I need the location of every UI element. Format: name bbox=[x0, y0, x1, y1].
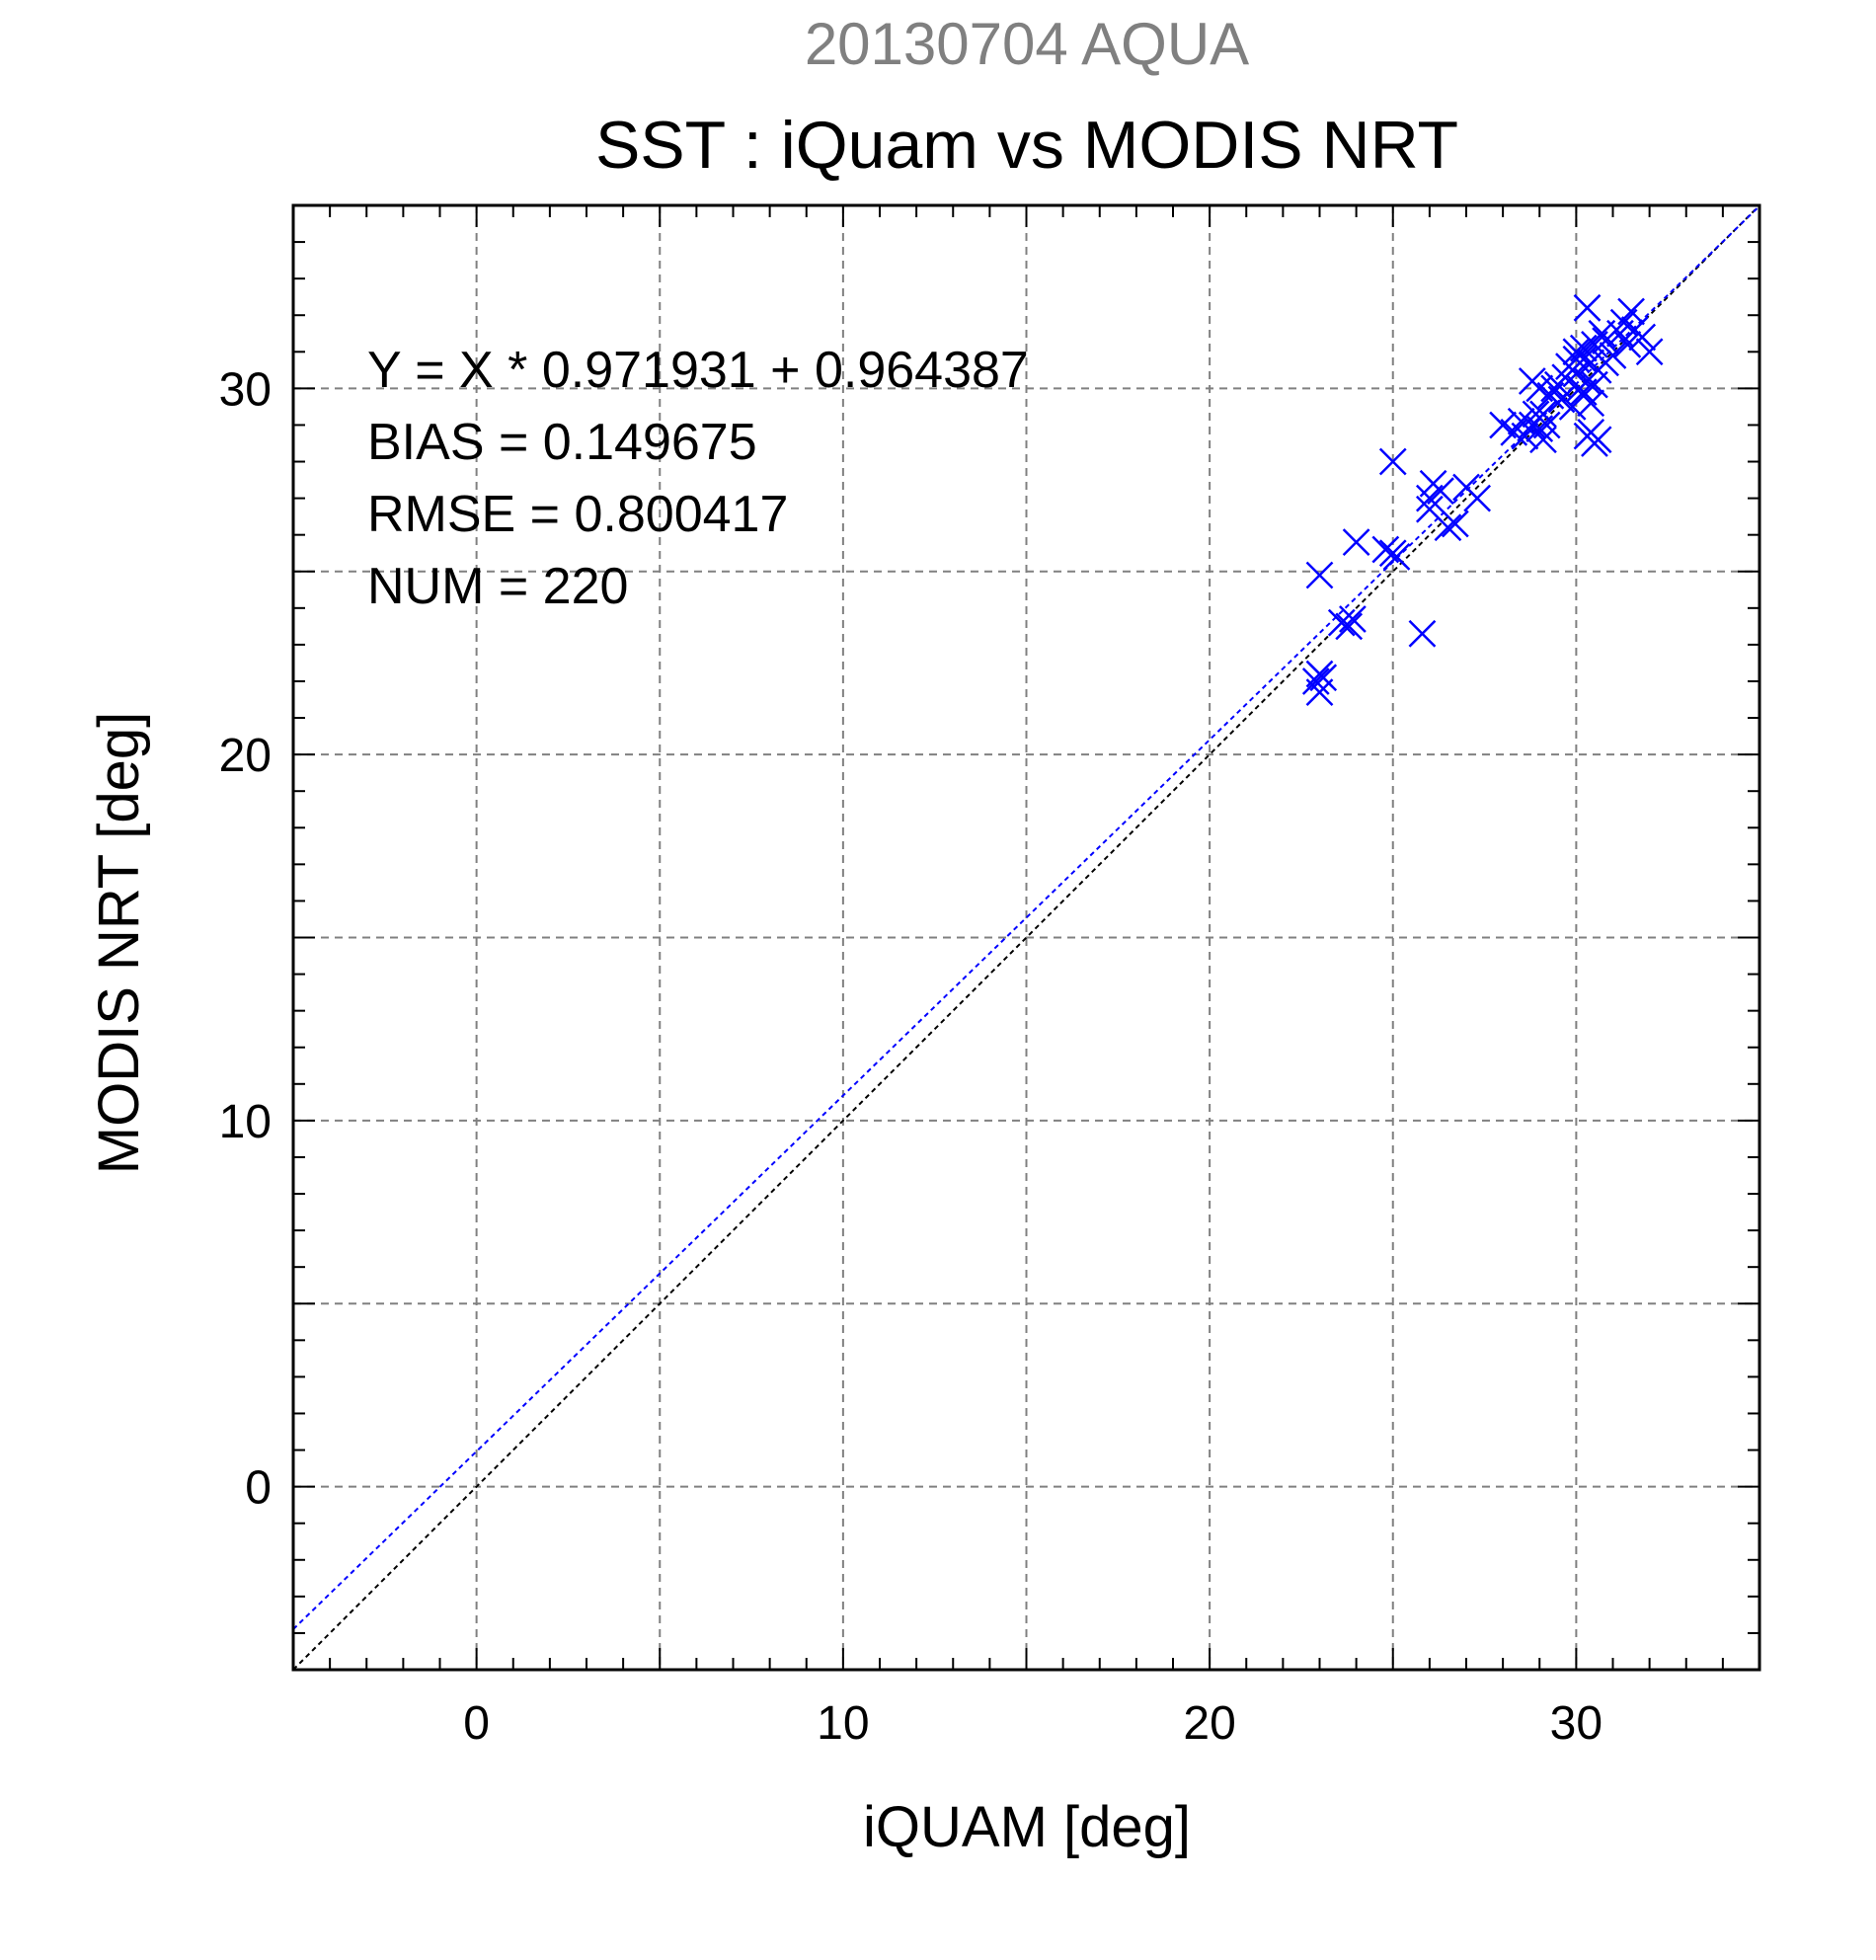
data-point-stroke bbox=[1378, 447, 1407, 476]
data-point-stroke bbox=[1532, 411, 1561, 439]
x-axis-label: iQUAM [deg] bbox=[863, 1795, 1191, 1859]
stat-count: NUM = 220 bbox=[367, 558, 628, 615]
data-point-stroke bbox=[1434, 513, 1462, 542]
data-point-stroke bbox=[1609, 308, 1638, 337]
data-point-stroke bbox=[1525, 374, 1554, 403]
data-point bbox=[1573, 293, 1602, 322]
data-point-stroke bbox=[1489, 411, 1518, 439]
data-point-stroke bbox=[1558, 393, 1587, 421]
data-point bbox=[1434, 513, 1462, 542]
x-tick-label: 30 bbox=[1550, 1697, 1602, 1750]
data-point-stroke bbox=[1573, 293, 1602, 322]
data-point bbox=[1609, 308, 1638, 337]
data-point-stroke bbox=[1577, 389, 1605, 418]
y-tick-label: 10 bbox=[219, 1096, 272, 1148]
data-point bbox=[1335, 612, 1364, 641]
data-point-stroke bbox=[1382, 543, 1411, 571]
chart-suptitle: 20130704 AQUA bbox=[805, 11, 1249, 77]
data-point-stroke bbox=[1529, 400, 1557, 429]
data-point-stroke bbox=[1569, 378, 1598, 406]
data-point-stroke bbox=[1547, 385, 1576, 414]
data-point-stroke bbox=[1584, 426, 1612, 454]
data-point-stroke bbox=[1427, 477, 1454, 506]
data-point-stroke bbox=[1599, 342, 1627, 369]
data-point bbox=[1441, 510, 1469, 538]
data-point-stroke bbox=[1569, 334, 1598, 362]
chart-title: SST : iQuam vs MODIS NRT bbox=[595, 108, 1458, 183]
data-point bbox=[1540, 374, 1568, 403]
data-point bbox=[1339, 605, 1367, 633]
plot-frame bbox=[291, 203, 1761, 1672]
data-point-stroke bbox=[1327, 608, 1356, 637]
data-point-stroke bbox=[1305, 678, 1334, 706]
data-point bbox=[1577, 389, 1605, 418]
data-point-stroke bbox=[1301, 667, 1330, 695]
y-tick-label: 20 bbox=[219, 730, 272, 782]
data-point bbox=[1408, 619, 1437, 648]
data-point-stroke bbox=[1371, 535, 1400, 564]
data-point-stroke bbox=[1415, 495, 1444, 523]
x-tick-label: 20 bbox=[1183, 1697, 1235, 1750]
data-point bbox=[1463, 484, 1492, 512]
data-point-stroke bbox=[1441, 510, 1469, 538]
data-point bbox=[1599, 342, 1627, 369]
data-point bbox=[1305, 678, 1334, 706]
data-point bbox=[1342, 528, 1370, 556]
data-point-stroke bbox=[1628, 323, 1657, 352]
data-point bbox=[1532, 411, 1561, 439]
stat-rmse: RMSE = 0.800417 bbox=[367, 486, 788, 543]
data-point bbox=[1327, 608, 1356, 637]
data-point-stroke bbox=[1507, 407, 1535, 435]
data-point bbox=[1301, 667, 1330, 695]
data-point-stroke bbox=[1562, 338, 1591, 366]
data-point-stroke bbox=[1342, 528, 1370, 556]
data-point bbox=[1382, 543, 1411, 571]
x-tick-label: 10 bbox=[817, 1697, 869, 1750]
data-point-stroke bbox=[1540, 374, 1568, 403]
axis-ticks bbox=[292, 204, 1760, 1671]
data-point-stroke bbox=[1305, 561, 1334, 589]
regression-fit-line bbox=[293, 205, 1759, 1630]
data-point bbox=[1305, 561, 1334, 589]
data-point-stroke bbox=[1463, 484, 1492, 512]
data-point bbox=[1378, 447, 1407, 476]
scatter-points bbox=[1301, 293, 1664, 706]
plot-area: 0 10 20 30 0 10 20 30 Y = X * 0.971931 + 0.96438… bbox=[219, 203, 1761, 1750]
stat-regression-equation: Y = X * 0.971931 + 0.964387 bbox=[367, 342, 1029, 399]
data-point-stroke bbox=[1635, 338, 1664, 366]
x-tick-label: 0 bbox=[463, 1697, 490, 1750]
data-point bbox=[1529, 400, 1557, 429]
data-point bbox=[1569, 334, 1598, 362]
data-point-stroke bbox=[1408, 619, 1437, 648]
y-tick-label: 0 bbox=[245, 1462, 272, 1515]
data-point-stroke bbox=[1562, 359, 1591, 388]
data-point-stroke bbox=[1573, 422, 1602, 450]
data-point bbox=[1562, 338, 1591, 366]
data-point-stroke bbox=[1335, 612, 1364, 641]
y-tick-label: 30 bbox=[219, 363, 272, 416]
data-point bbox=[1573, 422, 1602, 450]
data-point bbox=[1427, 477, 1454, 506]
data-point-stroke bbox=[1339, 605, 1367, 633]
data-point bbox=[1628, 323, 1657, 352]
one-to-one-line bbox=[293, 205, 1759, 1670]
y-axis-label: MODIS NRT [deg] bbox=[87, 712, 151, 1174]
stat-bias: BIAS = 0.149675 bbox=[367, 414, 757, 471]
data-point bbox=[1584, 426, 1612, 454]
data-point bbox=[1635, 338, 1664, 366]
